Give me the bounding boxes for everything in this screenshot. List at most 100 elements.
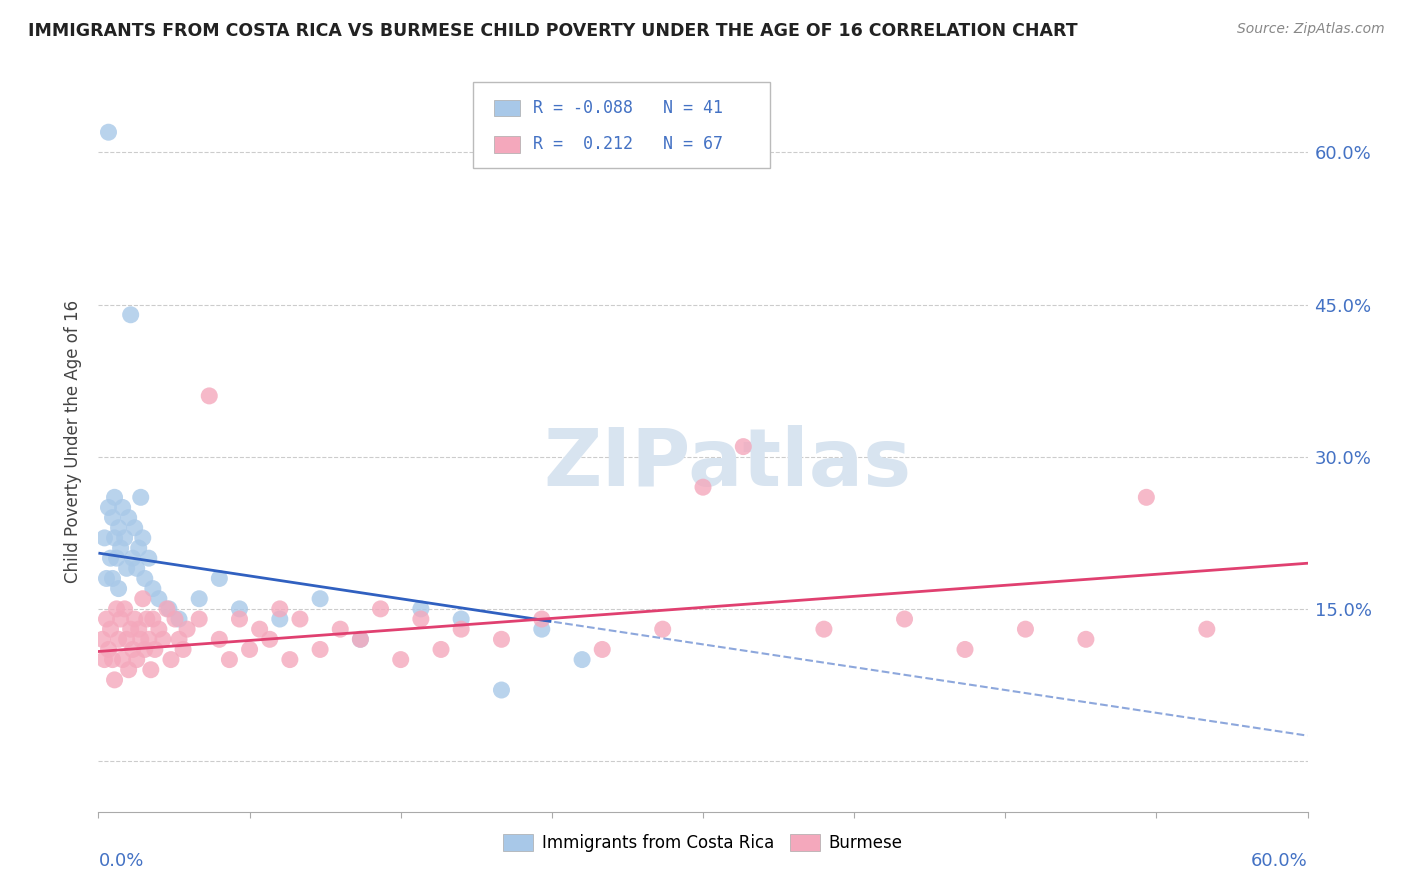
Point bbox=[110, 541, 132, 555]
Point bbox=[1135, 491, 1157, 505]
Point bbox=[491, 632, 513, 647]
Point bbox=[409, 612, 432, 626]
Point bbox=[309, 642, 332, 657]
Text: R = -0.088   N = 41: R = -0.088 N = 41 bbox=[533, 99, 723, 117]
Text: Source: ZipAtlas.com: Source: ZipAtlas.com bbox=[1237, 22, 1385, 37]
Point bbox=[409, 602, 432, 616]
Point bbox=[163, 612, 186, 626]
Point bbox=[893, 612, 915, 626]
Point bbox=[692, 480, 714, 494]
Point bbox=[148, 591, 170, 606]
Point bbox=[100, 551, 122, 566]
Point bbox=[228, 612, 250, 626]
Point bbox=[530, 622, 553, 636]
Point bbox=[167, 612, 190, 626]
Point bbox=[125, 561, 148, 575]
Point bbox=[188, 591, 211, 606]
Point bbox=[105, 602, 128, 616]
Text: IMMIGRANTS FROM COSTA RICA VS BURMESE CHILD POVERTY UNDER THE AGE OF 16 CORRELAT: IMMIGRANTS FROM COSTA RICA VS BURMESE CH… bbox=[28, 22, 1078, 40]
Point bbox=[135, 612, 157, 626]
Point bbox=[103, 673, 125, 687]
Point bbox=[115, 561, 138, 575]
Point bbox=[142, 582, 165, 596]
Point bbox=[176, 622, 198, 636]
FancyBboxPatch shape bbox=[494, 100, 520, 116]
Point bbox=[115, 632, 138, 647]
Point bbox=[1074, 632, 1097, 647]
Point bbox=[129, 491, 152, 505]
Legend: Immigrants from Costa Rica, Burmese: Immigrants from Costa Rica, Burmese bbox=[496, 828, 910, 859]
Point bbox=[121, 551, 143, 566]
Point bbox=[97, 500, 120, 515]
Point bbox=[111, 500, 134, 515]
Point bbox=[160, 652, 183, 666]
Point bbox=[128, 622, 150, 636]
Point bbox=[349, 632, 371, 647]
Point bbox=[107, 632, 129, 647]
Point bbox=[157, 602, 180, 616]
Text: R =  0.212   N = 67: R = 0.212 N = 67 bbox=[533, 136, 723, 153]
Point bbox=[329, 622, 352, 636]
Point bbox=[288, 612, 311, 626]
Point bbox=[152, 632, 174, 647]
Point bbox=[132, 531, 155, 545]
Point bbox=[218, 652, 240, 666]
Point bbox=[125, 652, 148, 666]
Point bbox=[389, 652, 412, 666]
Point bbox=[278, 652, 301, 666]
Point bbox=[309, 591, 332, 606]
Point bbox=[138, 551, 160, 566]
Point bbox=[110, 612, 132, 626]
Point bbox=[208, 632, 231, 647]
Point bbox=[591, 642, 613, 657]
Point bbox=[138, 632, 160, 647]
Point bbox=[121, 642, 143, 657]
Point bbox=[118, 663, 141, 677]
Point bbox=[91, 632, 114, 647]
Point bbox=[142, 612, 165, 626]
Point bbox=[148, 622, 170, 636]
Point bbox=[114, 602, 136, 616]
Text: 0.0%: 0.0% bbox=[98, 853, 143, 871]
Point bbox=[114, 531, 136, 545]
Point bbox=[101, 510, 124, 524]
Point bbox=[156, 602, 179, 616]
Text: ZIPatlas: ZIPatlas bbox=[543, 425, 911, 503]
Point bbox=[120, 308, 142, 322]
FancyBboxPatch shape bbox=[474, 82, 769, 168]
Point bbox=[103, 491, 125, 505]
Point bbox=[139, 663, 162, 677]
Text: 60.0%: 60.0% bbox=[1251, 853, 1308, 871]
Point bbox=[118, 510, 141, 524]
Point bbox=[143, 642, 166, 657]
Point bbox=[249, 622, 271, 636]
Point bbox=[96, 571, 118, 585]
Point bbox=[105, 551, 128, 566]
Point bbox=[953, 642, 976, 657]
Point bbox=[651, 622, 673, 636]
Point bbox=[167, 632, 190, 647]
Point bbox=[208, 571, 231, 585]
Point bbox=[111, 652, 134, 666]
Point bbox=[93, 652, 115, 666]
Point bbox=[107, 521, 129, 535]
Point bbox=[107, 582, 129, 596]
Point bbox=[269, 602, 291, 616]
Y-axis label: Child Poverty Under the Age of 16: Child Poverty Under the Age of 16 bbox=[65, 300, 83, 583]
Point bbox=[172, 642, 194, 657]
Point bbox=[198, 389, 221, 403]
Point bbox=[100, 622, 122, 636]
Point bbox=[571, 652, 593, 666]
Point bbox=[124, 521, 146, 535]
Point bbox=[128, 541, 150, 555]
Point bbox=[530, 612, 553, 626]
FancyBboxPatch shape bbox=[494, 136, 520, 153]
Point bbox=[124, 612, 146, 626]
Point bbox=[370, 602, 392, 616]
Point bbox=[228, 602, 250, 616]
Point bbox=[129, 632, 152, 647]
Point bbox=[97, 125, 120, 139]
Point bbox=[1195, 622, 1218, 636]
Point bbox=[239, 642, 262, 657]
Point bbox=[103, 531, 125, 545]
